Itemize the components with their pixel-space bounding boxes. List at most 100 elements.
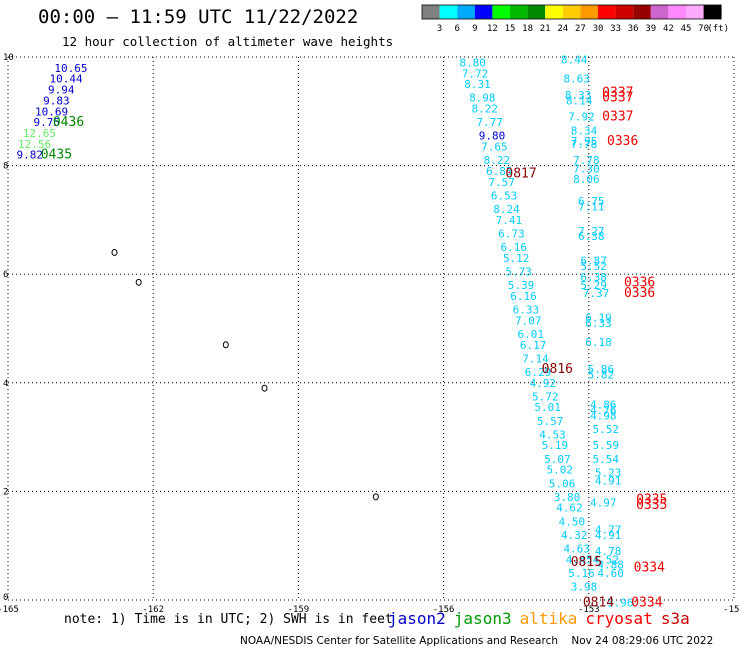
footnote: note: 1) Time is in UTC; 2) SWH is in fe… xyxy=(64,612,393,627)
island-outline xyxy=(372,493,379,501)
wave-height-value: 8.98 xyxy=(469,92,496,105)
wave-height-value: 5.39 xyxy=(508,279,535,292)
wave-height-value: 6.17 xyxy=(520,339,547,352)
wave-height-value: 6.19 xyxy=(585,312,612,325)
wave-height-value: 8.06 xyxy=(573,173,600,186)
wave-height-value: 4.45 xyxy=(566,553,593,566)
wave-height-value: 7.07 xyxy=(515,314,542,327)
wave-height-value: 6.87 xyxy=(580,255,607,268)
pass-time-label: 0816 xyxy=(542,362,573,377)
wave-height-value: 4.91 xyxy=(595,475,622,488)
legend-jason3: jason3 xyxy=(453,609,512,628)
wave-height-value: 7.65 xyxy=(481,141,508,154)
wave-height-value: 7.95 xyxy=(571,135,598,148)
wave-height-value: 8.22 xyxy=(471,103,498,116)
scale-swatch xyxy=(633,5,651,19)
pass-time-label: 0336 xyxy=(624,275,655,290)
wave-height-value: 4.97 xyxy=(590,496,617,509)
pass-time-label: 0435 xyxy=(41,148,72,163)
lon-tick-label: -153 xyxy=(578,605,600,615)
wave-height-value: 9.75 xyxy=(33,116,60,129)
scale-label: 6 xyxy=(454,24,459,34)
wave-height-value: 7.77 xyxy=(476,116,503,129)
scale-swatch xyxy=(510,5,528,19)
scale-swatch xyxy=(580,5,598,19)
wave-height-value: 5.06 xyxy=(549,477,576,490)
wave-height-value: 9.80 xyxy=(479,130,506,143)
pass-time-label: 0334 xyxy=(634,560,665,575)
satellite-legend: jason2 jason3 altika cryosat s3a xyxy=(388,609,698,628)
wave-height-value: 5.59 xyxy=(592,439,619,452)
wave-height-value: 10.65 xyxy=(54,62,87,75)
wave-height-value: 5.02 xyxy=(547,464,574,477)
legend-s3a: s3a xyxy=(660,609,690,628)
wave-height-value: 3.98 xyxy=(571,580,598,593)
map-subtitle: 12 hour collection of altimeter wave hei… xyxy=(62,34,394,49)
wave-height-value: 12.65 xyxy=(23,127,56,140)
wave-height-value: 6.38 xyxy=(580,271,607,284)
wave-height-value: 7.37 xyxy=(583,287,610,300)
scale-swatch xyxy=(439,5,458,19)
scale-label: 3 xyxy=(437,24,442,34)
wave-height-value: 5.57 xyxy=(537,415,564,428)
wave-height-value: 10.44 xyxy=(50,73,83,86)
wave-height-value: 6.73 xyxy=(498,227,525,240)
wave-height-value: 6.53 xyxy=(491,189,518,202)
wave-height-value: 8.14 xyxy=(566,94,593,107)
pass-time-label: 0436 xyxy=(53,115,84,130)
island-outline xyxy=(111,248,118,256)
wave-height-value: 9.82 xyxy=(17,149,44,162)
wave-height-value: 4.60 xyxy=(597,567,624,580)
wave-height-value: 5.07 xyxy=(544,453,571,466)
scale-label: 12 xyxy=(487,24,498,34)
wave-height-value: 5.72 xyxy=(532,390,559,403)
wave-height-value: 4.77 xyxy=(595,523,622,536)
lon-tick-label: -165 xyxy=(0,605,19,615)
credit-line: NOAA/NESDIS Center for Satellite Applica… xyxy=(240,635,714,647)
wave-height-value: 4.63 xyxy=(563,542,590,555)
wave-height-value: 8.80 xyxy=(459,56,486,69)
scale-swatch xyxy=(492,5,510,19)
scale-swatch xyxy=(474,5,493,19)
wave-height-value: 8.22 xyxy=(484,154,511,167)
scale-swatch xyxy=(598,5,616,19)
wave-height-value: 4.32 xyxy=(561,529,588,542)
island-outline xyxy=(135,278,142,286)
wave-height-value: 4.86 xyxy=(590,399,617,412)
wave-height-value: 4.98 xyxy=(590,409,617,422)
wave-height-value: 12.56 xyxy=(18,138,51,151)
wave-height-value: 8.44 xyxy=(561,54,588,67)
pass-time-label: 0334 xyxy=(631,596,662,611)
scale-label: 30 xyxy=(593,24,604,34)
wave-height-value: 5.73 xyxy=(505,265,532,278)
legend-altika: altika xyxy=(519,609,578,628)
wave-height-value: 7.14 xyxy=(522,352,549,365)
wave-height-value: 4.78 xyxy=(595,545,622,558)
wave-height-value: 7.72 xyxy=(462,67,489,80)
scale-label: 42 xyxy=(663,24,674,34)
wave-height-value: 5.19 xyxy=(542,439,569,452)
pass-time-label: 0336 xyxy=(624,286,655,301)
color-scale: 3 6 9 12 15 18 21 24 27 30 33 36 39 42 45 70(ft) xyxy=(421,4,729,34)
lon-tick-label: -159 xyxy=(288,605,310,615)
wave-height-value: 10.69 xyxy=(35,105,68,118)
legend-cryosat: cryosat xyxy=(585,609,653,628)
pass-time-label: 0337 xyxy=(602,85,633,100)
wave-height-value: 8.24 xyxy=(493,203,520,216)
wave-height-value: 4.88 xyxy=(597,559,624,572)
wave-height-value: 9.94 xyxy=(48,84,75,97)
wave-height-value: 4.91 xyxy=(595,529,622,542)
scale-label: 39 xyxy=(645,24,656,34)
wave-height-value: 6.01 xyxy=(517,328,544,341)
wave-height-value: 5.52 xyxy=(580,260,607,273)
wave-height-value: 7.78 xyxy=(573,154,600,167)
scale-swatch xyxy=(545,5,563,19)
scale-swatch xyxy=(615,5,634,19)
wave-height-value: 7.57 xyxy=(488,176,515,189)
lat-tick-label: 8 xyxy=(3,162,8,172)
wave-height-value: 5.29 xyxy=(580,279,607,292)
pass-time-label: 0335 xyxy=(636,498,667,513)
wave-height-value: 8.31 xyxy=(464,78,491,91)
scale-label: 18 xyxy=(522,24,533,34)
